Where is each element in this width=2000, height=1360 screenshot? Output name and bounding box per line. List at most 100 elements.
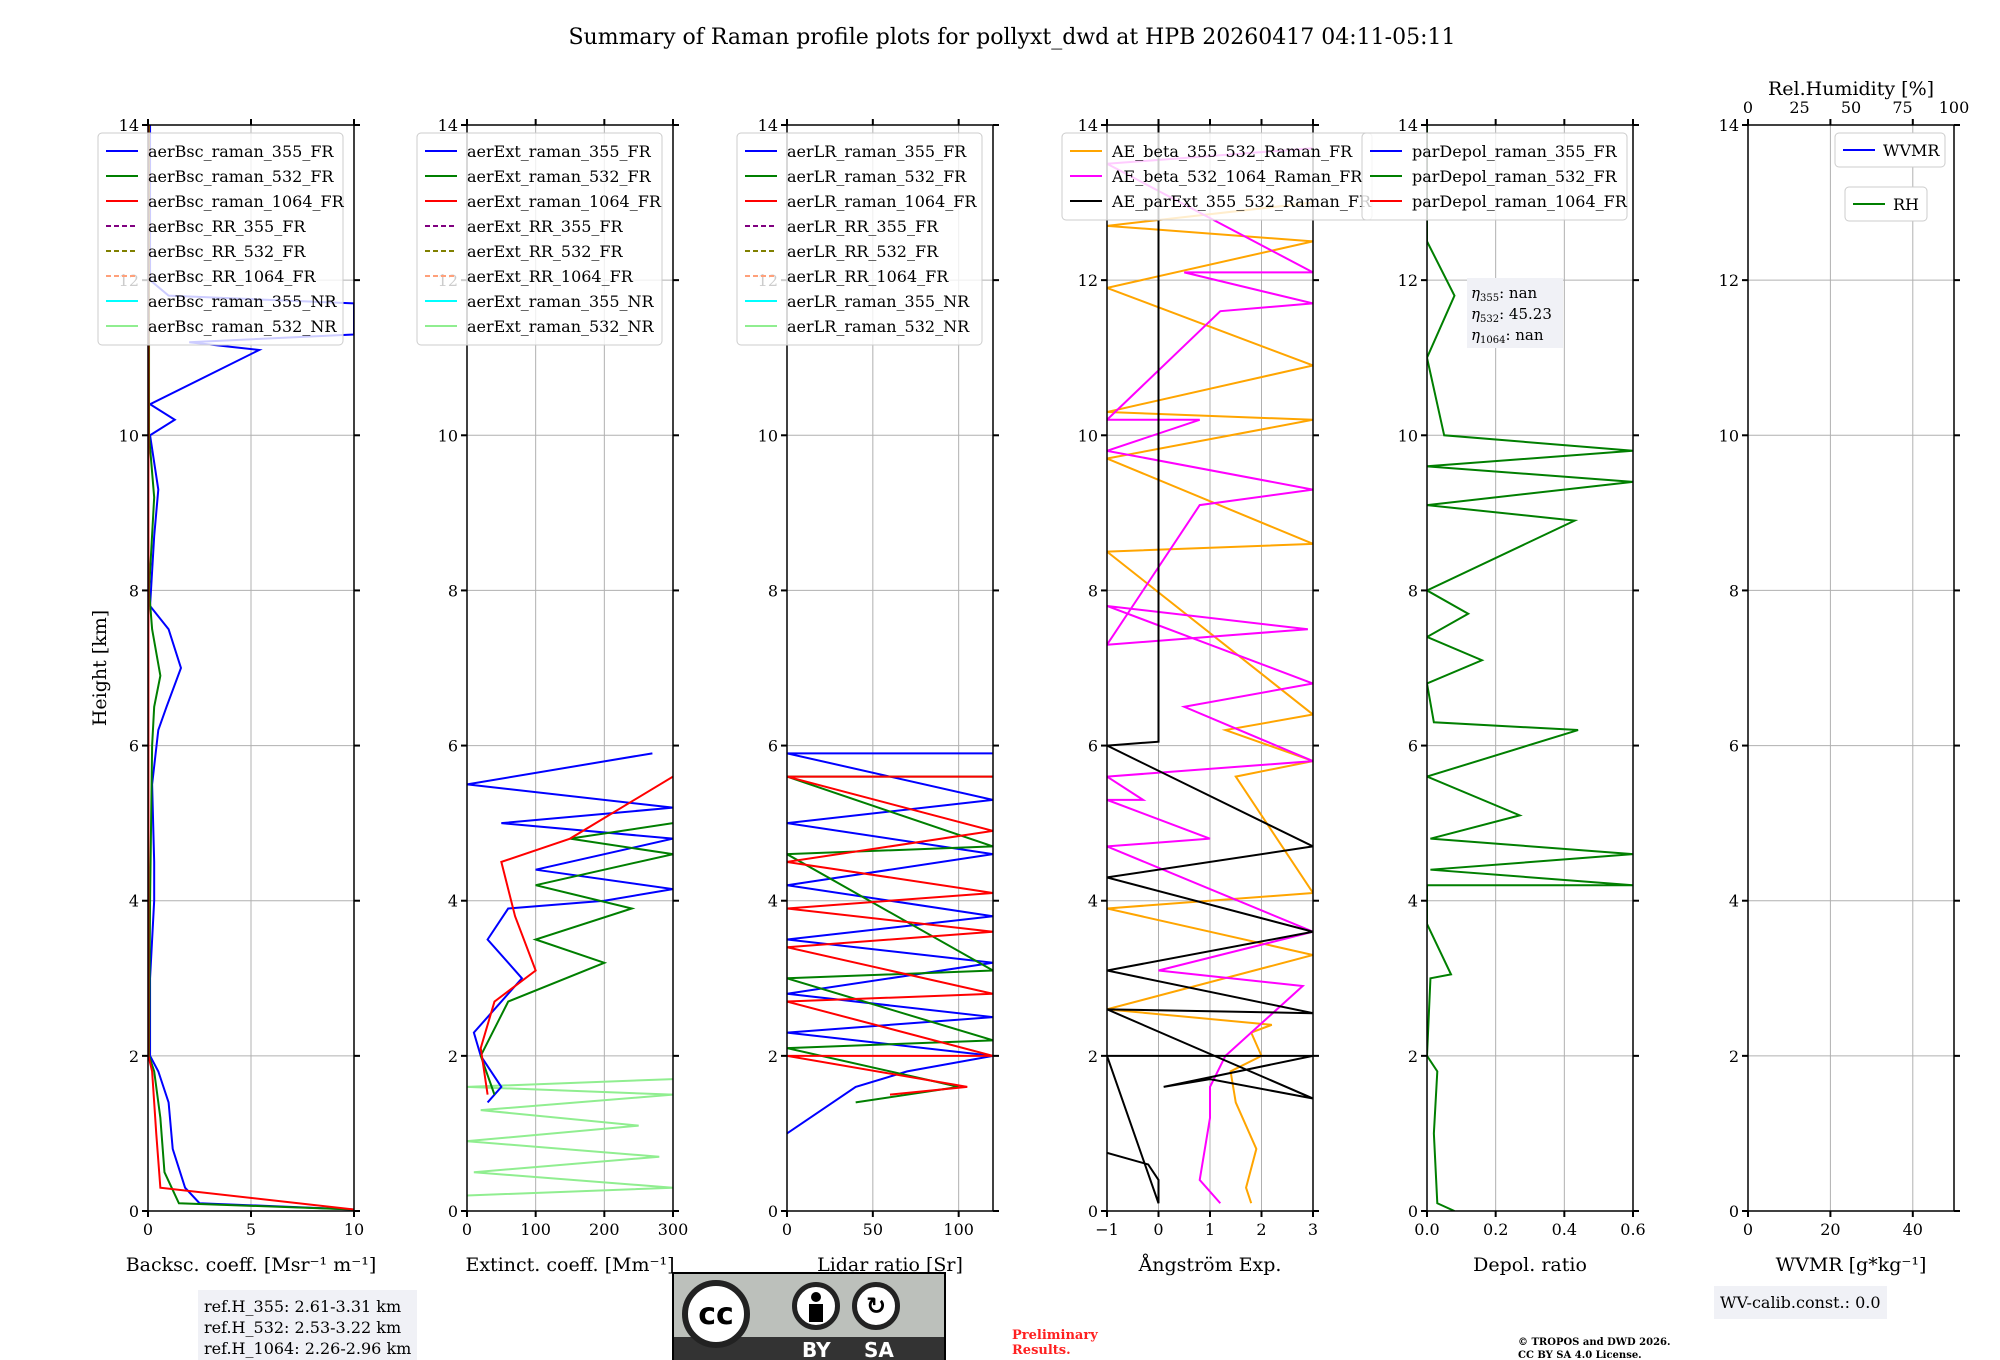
y-tick-label: 6 <box>129 737 139 756</box>
legend-entry: aerExt_raman_532_FR <box>467 167 652 186</box>
y-tick-label: 6 <box>1729 737 1739 756</box>
legend: aerBsc_raman_355_FR aerBsc_raman_532_FRae… <box>97 132 345 346</box>
y-tick-label: 14 <box>119 116 139 135</box>
legend: aerLR_raman_355_FR aerLR_raman_532_FR aerL… <box>736 132 983 346</box>
legend-entry: aerLR_RR_355_FR <box>787 217 939 236</box>
legend-entry: parDepol_raman_355_FR <box>1412 142 1618 161</box>
series-line-AE_beta_532_1064_Raman_FR <box>1107 147 1313 1204</box>
y-tick-label: 0 <box>129 1202 139 1221</box>
legend-entry: aerLR_raman_532_FR <box>787 167 967 186</box>
y-tick-label: 8 <box>768 581 778 600</box>
x-tick-label: 50 <box>863 1220 883 1239</box>
wv-calib-box: WV-calib.const.: 0.0 <box>1714 1286 1887 1319</box>
series-line-aerExt_raman_532_FR <box>479 822 673 1095</box>
y-tick-label: 4 <box>1408 892 1418 911</box>
legend-entry: aerBsc_RR_355_FR <box>148 217 306 236</box>
x-tick-label: 40 <box>1903 1220 1923 1239</box>
by-icon <box>792 1282 840 1330</box>
y-tick-label: 2 <box>448 1047 458 1066</box>
ref-height-1064: ref.H_1064: 2.26-2.96 km <box>204 1339 412 1358</box>
x-tick-label: 20 <box>1820 1220 1840 1239</box>
legend-box <box>1844 186 1928 222</box>
x-axis-label: Ångström Exp. <box>1138 1254 1282 1276</box>
series-line-parDepol_raman_532_FR <box>1427 125 1633 1211</box>
y-tick-label: 10 <box>1719 426 1739 445</box>
y-tick-label: 4 <box>1088 892 1098 911</box>
x-axis-label: Lidar ratio [Sr] <box>817 1254 963 1276</box>
top-x-tick-label: 0 <box>1743 98 1753 117</box>
y-tick-label: 2 <box>129 1047 139 1066</box>
y-tick-label: 4 <box>1729 892 1739 911</box>
y-axis-label: Height [km] <box>89 610 111 726</box>
y-tick-label: 14 <box>758 116 778 135</box>
series-line-AE_beta_355_532_Raman_FR <box>1107 201 1313 1204</box>
y-tick-label: 0 <box>1729 1202 1739 1221</box>
legend-entry: AE_beta_355_532_Raman_FR <box>1111 142 1353 161</box>
legend-entry: aerExt_RR_532_FR <box>467 242 624 261</box>
series-line-aerBsc_raman_532_FR <box>148 125 354 1211</box>
legend: aerExt_raman_355_FR aerExt_raman_532_FRae… <box>416 132 663 346</box>
y-tick-label: 6 <box>448 737 458 756</box>
x-tick-label: 0.0 <box>1414 1220 1439 1239</box>
y-tick-label: 4 <box>129 892 139 911</box>
x-tick-label: 0.2 <box>1483 1220 1508 1239</box>
series-line-aerExt_raman_1064_FR <box>479 775 673 1095</box>
series-line-aerLR_raman_355_FR <box>787 752 993 1135</box>
legend-entry: aerBsc_raman_355_FR <box>148 142 334 161</box>
legend-entry: aerBsc_raman_532_NR <box>148 317 337 336</box>
preliminary-note: Preliminary Results. <box>1012 1328 1098 1358</box>
y-tick-label: 14 <box>438 116 458 135</box>
cc-icon: cc <box>682 1280 750 1348</box>
series-line-aerExt_raman_532_NR <box>467 1078 673 1197</box>
series-line-aerLR_raman_1064_FR <box>787 775 993 1096</box>
x-tick-label: 0 <box>782 1220 792 1239</box>
legend-entry: aerBsc_RR_532_FR <box>148 242 306 261</box>
y-tick-label: 4 <box>768 892 778 911</box>
y-tick-label: 6 <box>1408 737 1418 756</box>
eta-1064: η1064: nan <box>1471 326 1544 346</box>
y-tick-label: 6 <box>1088 737 1098 756</box>
legend-entry: aerExt_raman_532_NR <box>467 317 655 336</box>
legend-entry: aerExt_raman_355_FR <box>467 142 652 161</box>
copyright-note: © TROPOS and DWD 2026. CC BY SA 4.0 Lice… <box>1518 1337 1671 1360</box>
legend-entry: aerExt_RR_1064_FR <box>467 267 634 286</box>
legend-entry: aerBsc_raman_355_NR <box>148 292 337 311</box>
y-tick-label: 10 <box>758 426 778 445</box>
legend-box <box>1361 132 1628 221</box>
x-tick-label: 5 <box>246 1220 256 1239</box>
x-axis-label: Backsc. coeff. [Msr⁻¹ m⁻¹] <box>126 1254 377 1276</box>
series-line-aerExt_raman_355_FR <box>467 752 673 1104</box>
legend: AE_beta_355_532_Raman_FR AE_beta_532_1064… <box>1061 132 1373 221</box>
y-tick-label: 14 <box>1078 116 1098 135</box>
legend-entry: parDepol_raman_1064_FR <box>1412 192 1628 211</box>
y-tick-label: 10 <box>1078 426 1098 445</box>
sa-label: SA <box>864 1338 894 1360</box>
x-tick-label: 2 <box>1256 1220 1266 1239</box>
ref-heights-box: ref.H_355: 2.61-3.31 km ref.H_532: 2.53-… <box>198 1290 418 1360</box>
legend-entry: aerExt_raman_1064_FR <box>467 192 662 211</box>
legend-entry: AE_parExt_355_532_Raman_FR <box>1111 192 1372 211</box>
y-tick-label: 10 <box>438 426 458 445</box>
annotation-box <box>1467 278 1563 348</box>
legend-entry: aerExt_raman_355_NR <box>467 292 655 311</box>
y-tick-label: 2 <box>768 1047 778 1066</box>
x-axis-label: Extinct. coeff. [Mm⁻¹] <box>465 1254 674 1276</box>
legend-entry: aerBsc_raman_532_FR <box>148 167 334 186</box>
x-axis-label: WVMR [g*kg⁻¹] <box>1776 1254 1927 1276</box>
eta-532: η532: 45.23 <box>1471 305 1552 325</box>
top-x-axis-label: Rel.Humidity [%] <box>1768 78 1934 100</box>
top-x-tick-label: 100 <box>1939 98 1970 117</box>
axes-frame <box>786 124 994 1212</box>
panel-6: 0 20 40 0 2 4 6 8 10 12 14 WVMR [g*kg⁻¹] 0 25 50 75 100 R… <box>1719 78 1970 1276</box>
y-tick-label: 12 <box>1398 271 1418 290</box>
legend-entry: aerBsc_RR_1064_FR <box>148 267 317 286</box>
y-tick-label: 8 <box>1088 581 1098 600</box>
x-tick-label: −1 <box>1095 1220 1119 1239</box>
legend-entry: AE_beta_532_1064_Raman_FR <box>1111 167 1363 186</box>
top-x-tick-label: 25 <box>1789 98 1809 117</box>
series-line-aerLR_raman_532_FR <box>787 775 993 1104</box>
series-line-AE_parExt_355_532_Raman_FR <box>1107 125 1313 1204</box>
legend: parDepol_raman_355_FR parDepol_raman_532_… <box>1361 132 1628 221</box>
